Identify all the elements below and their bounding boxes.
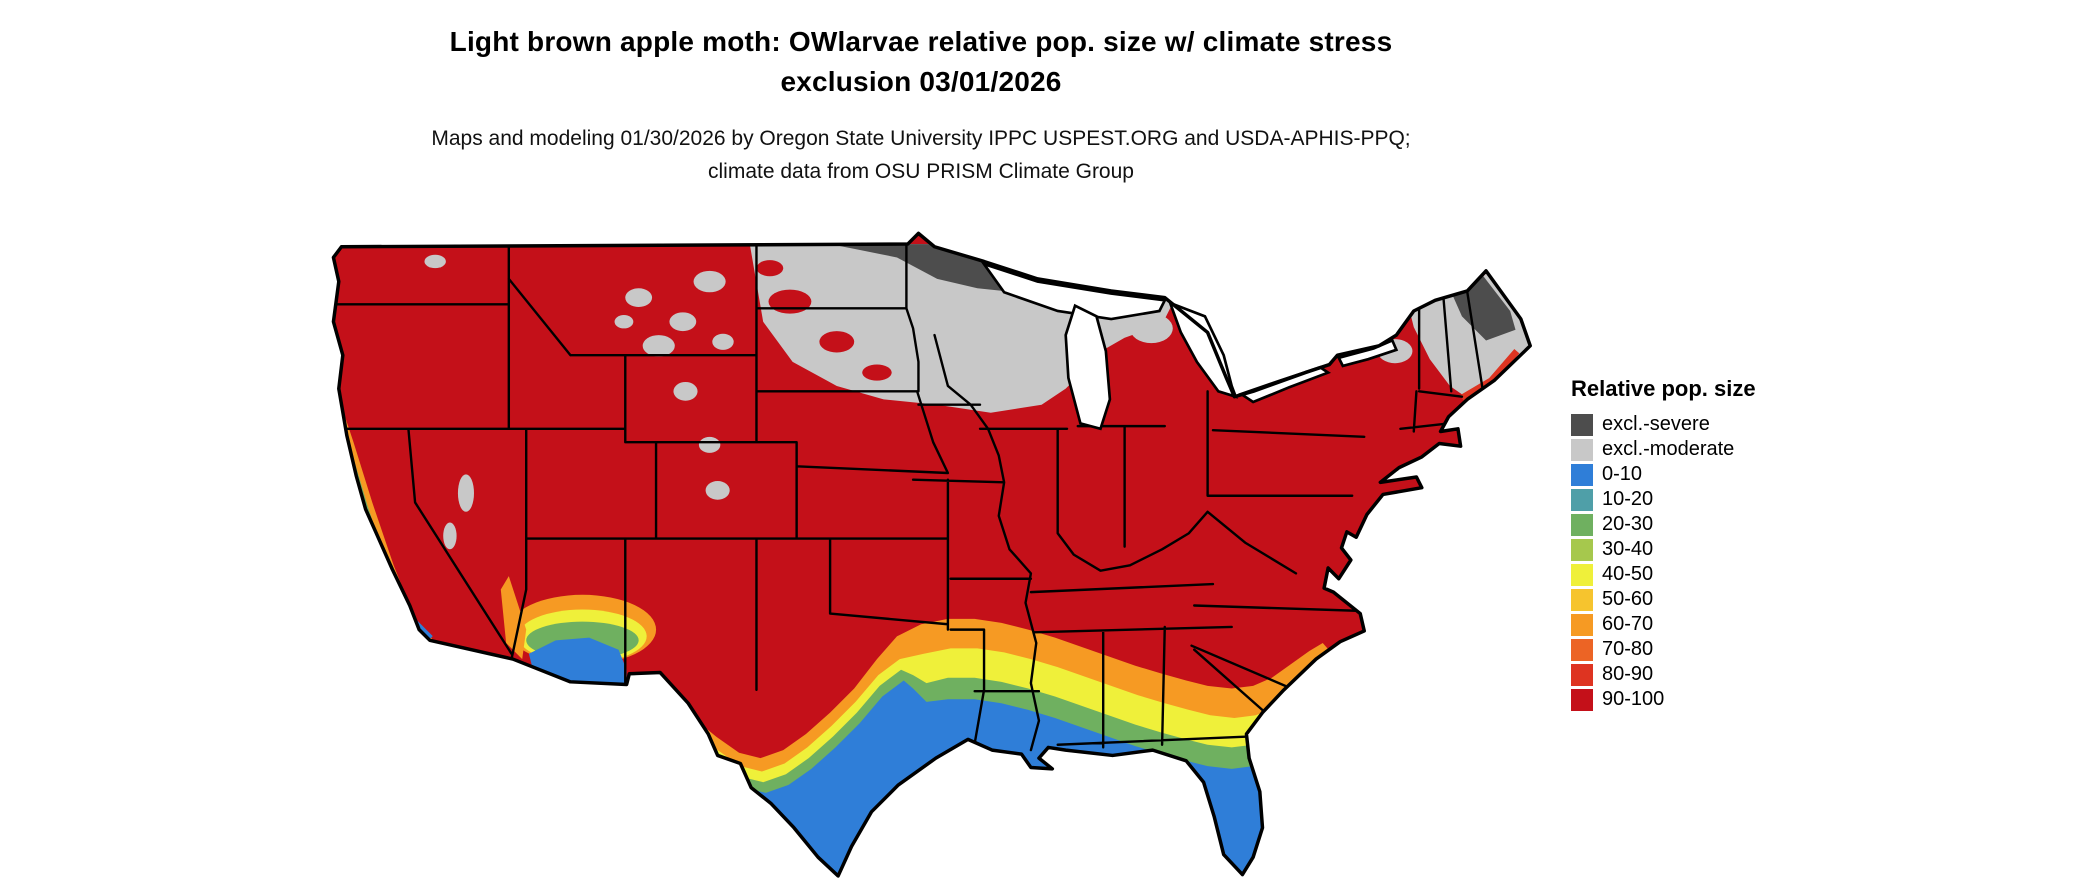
legend-label: 40-50 [1602, 563, 1654, 585]
legend-label: 50-60 [1602, 588, 1654, 610]
legend-item: excl.-moderate [1571, 437, 1756, 462]
us-map [308, 228, 1553, 892]
legend-swatch-40-50 [1571, 563, 1593, 586]
legend-label: 60-70 [1602, 613, 1654, 635]
legend-label: excl.-moderate [1602, 438, 1735, 460]
legend-title: Relative pop. size [1571, 376, 1756, 401]
legend-item: 60-70 [1571, 612, 1756, 637]
legend-swatch-20-30 [1571, 513, 1593, 536]
map-legend: Relative pop. size excl.-severe excl.-mo… [1571, 376, 1756, 712]
legend-item: excl.-severe [1571, 412, 1756, 437]
map-fill-layers [333, 233, 1531, 876]
legend-swatch-70-80 [1571, 638, 1593, 661]
legend-swatch-excl-severe [1571, 413, 1593, 436]
us-outline [331, 231, 1532, 878]
legend-item: 10-20 [1571, 487, 1756, 512]
great-lakes [980, 261, 1399, 431]
figure-title: Light brown apple moth: OWlarvae relativ… [449, 26, 1393, 97]
legend-swatch-10-20 [1571, 488, 1593, 511]
legend-swatch-0-10 [1571, 463, 1593, 486]
legend-swatch-90-100 [1571, 688, 1593, 711]
lake-superior [980, 261, 1167, 321]
us-map-svg [331, 231, 1532, 878]
legend-label: 90-100 [1602, 688, 1665, 710]
legend-item: 40-50 [1571, 562, 1756, 587]
legend-label: 0-10 [1602, 463, 1643, 485]
legend-item: 80-90 [1571, 662, 1756, 687]
legend-swatch-60-70 [1571, 613, 1593, 636]
legend-label: 80-90 [1602, 663, 1654, 685]
legend-item: 50-60 [1571, 587, 1756, 612]
legend-label: 30-40 [1602, 538, 1654, 560]
legend-swatch-30-40 [1571, 538, 1593, 561]
legend-swatch-80-90 [1571, 663, 1593, 686]
figure-subtitle: Maps and modeling 01/30/2026 by Oregon S… [431, 127, 1411, 183]
legend-item: 20-30 [1571, 512, 1756, 537]
legend-label: 20-30 [1602, 513, 1654, 535]
legend-label: 70-80 [1602, 638, 1654, 660]
legend-item: 70-80 [1571, 637, 1756, 662]
legend-item: 90-100 [1571, 687, 1756, 712]
legend-label: 10-20 [1602, 488, 1654, 510]
legend-swatch-50-60 [1571, 588, 1593, 611]
legend-item: 0-10 [1571, 462, 1756, 487]
layer-excl-moderate-patches [424, 254, 1413, 550]
legend-swatch-excl-moderate [1571, 438, 1593, 461]
lake-michigan [1064, 303, 1112, 431]
legend-label: excl.-severe [1602, 413, 1710, 435]
legend-item: 30-40 [1571, 537, 1756, 562]
arizona-warm-blob [500, 576, 657, 685]
state-borders [333, 242, 1485, 752]
